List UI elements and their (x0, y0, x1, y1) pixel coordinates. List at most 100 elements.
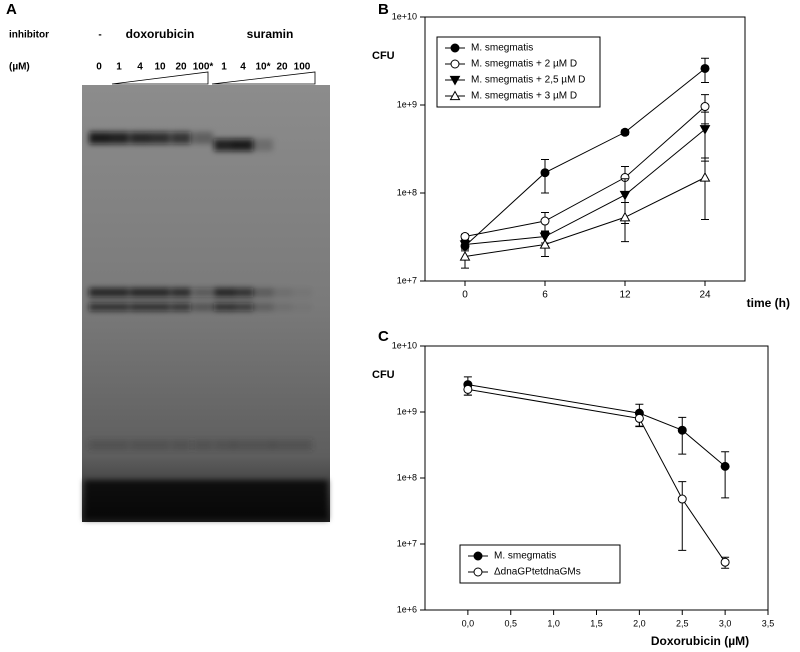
y-tick-label: 1e+6 (397, 604, 417, 614)
band (292, 440, 312, 450)
error-bar (678, 481, 687, 551)
y-tick-label: 1e+7 (397, 538, 417, 548)
legend-marker (450, 43, 460, 53)
band (233, 303, 253, 311)
band (130, 303, 150, 311)
band (233, 440, 253, 450)
lane-label: 100* (193, 62, 214, 73)
band (171, 288, 191, 297)
band (109, 288, 129, 297)
band (253, 440, 273, 450)
lane-label: 100 (294, 62, 311, 73)
legend-marker (473, 567, 483, 577)
legend-label: M. smegmatis + 2 µM D (471, 59, 577, 70)
legend-label: M. smegmatis + 2,5 µM D (471, 75, 585, 86)
marker (459, 250, 471, 261)
marker (540, 168, 550, 178)
error-bar (678, 416, 687, 455)
lane-label: 4 (240, 62, 246, 73)
x-tick-label: 3,5 (762, 618, 775, 628)
band (171, 303, 191, 311)
y-tick-label: 1e+7 (397, 275, 417, 285)
band (214, 440, 234, 450)
band (150, 132, 170, 144)
band (214, 288, 234, 297)
gradient-wedge (111, 71, 209, 85)
marker (699, 125, 711, 135)
band (272, 288, 292, 297)
marker (677, 425, 687, 435)
band (130, 288, 150, 297)
band (193, 288, 213, 297)
band (214, 139, 234, 151)
band (214, 303, 234, 311)
gel-panel: A inhibitor - doxorubicin suramin (µM) 0… (6, 1, 330, 522)
lane-label: 10* (255, 62, 270, 73)
lane-label: 4 (137, 62, 143, 73)
y-axis-label: CFU (372, 369, 395, 381)
lane-label: 10 (154, 62, 166, 73)
marker (677, 494, 687, 504)
x-tick-label: 2,0 (633, 618, 646, 628)
marker (699, 171, 711, 182)
y-tick-label: 1e+10 (392, 11, 417, 21)
band (193, 303, 213, 311)
legend-box (436, 36, 601, 108)
band (130, 440, 150, 450)
x-tick-label: 1,5 (590, 618, 603, 628)
band (253, 139, 273, 151)
lane-label: 20 (175, 62, 187, 73)
band (171, 440, 191, 450)
y-axis-label: CFU (372, 50, 395, 62)
band (109, 303, 129, 311)
band (193, 440, 213, 450)
band (130, 132, 150, 144)
band (171, 132, 191, 144)
legend-label: M. smegmatis (471, 43, 533, 54)
marker (539, 238, 551, 249)
series-line (464, 128, 706, 245)
legend-marker (450, 59, 460, 69)
marker (619, 190, 631, 201)
x-tick-label: 0,5 (504, 618, 517, 628)
series-line (464, 68, 706, 247)
band (150, 440, 170, 450)
marker (463, 384, 473, 394)
x-tick-label: 6 (542, 290, 548, 301)
error-bar (621, 201, 629, 243)
x-tick-label: 0 (462, 290, 468, 301)
marker (700, 63, 710, 73)
y-tick-label: 1e+10 (392, 340, 417, 350)
band (109, 132, 129, 144)
band (272, 440, 292, 450)
error-bar (721, 451, 730, 499)
y-tick-label: 1e+9 (397, 406, 417, 416)
series-line (464, 177, 706, 257)
band (292, 303, 312, 311)
marker (619, 211, 631, 222)
y-tick-label: 1e+8 (397, 187, 417, 197)
panel-label: B (378, 1, 389, 18)
band (193, 132, 213, 144)
series-line (467, 384, 726, 467)
lane-label: 1 (221, 62, 227, 73)
legend-marker (449, 90, 461, 101)
x-axis-label: time (h) (747, 296, 790, 310)
series-line (464, 106, 706, 238)
band (89, 132, 109, 144)
drug-label: doxorubicin (126, 27, 195, 41)
band (150, 288, 170, 297)
x-tick-label: 2,5 (676, 618, 689, 628)
error-bar (701, 157, 709, 220)
marker (720, 461, 730, 471)
legend-box (459, 544, 621, 584)
band (89, 440, 109, 450)
legend-label: M. smegmatis (494, 551, 556, 562)
band (253, 288, 273, 297)
lane-label: 1 (116, 62, 122, 73)
drug-label: suramin (247, 27, 294, 41)
band (292, 288, 312, 297)
band (150, 303, 170, 311)
band (233, 139, 253, 151)
legend-label: M. smegmatis + 3 µM D (471, 91, 577, 102)
